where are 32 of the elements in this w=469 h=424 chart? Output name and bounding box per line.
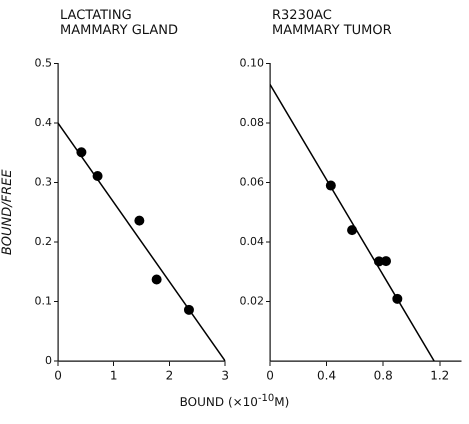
y-tick-label: 0.2 — [34, 234, 52, 248]
x-tick-label: 0.4 — [317, 368, 336, 382]
point — [392, 294, 402, 304]
x-axis-title: BOUND (×10$^{-10}$M) — [178, 393, 290, 409]
y-tick-label: 0 — [45, 354, 52, 367]
x-tick-label: 1 — [110, 368, 118, 382]
point — [134, 216, 144, 226]
y-axis-title: BOUND/FREE — [0, 168, 16, 256]
x-tick-label: 3 — [221, 368, 230, 382]
y-tick-label: 0.3 — [34, 175, 52, 188]
y-tick-label: 0.02 — [240, 294, 264, 308]
point — [76, 147, 86, 158]
x-tick-label: 0.8 — [374, 368, 393, 382]
point — [326, 180, 336, 191]
y-tick-label: 0.10 — [240, 56, 264, 70]
point — [347, 225, 358, 236]
y-tick-label: 0.5 — [34, 56, 52, 70]
y-tick-label: 0.4 — [34, 116, 52, 129]
x-tick-label: 2 — [166, 368, 174, 382]
y-tick-label: 0.08 — [240, 116, 264, 129]
x-tick-label: 0 — [54, 368, 62, 382]
point — [152, 274, 162, 285]
chart-title: LACTATING MAMMARY GLAND — [60, 8, 179, 38]
y-tick-label: 0.06 — [240, 175, 264, 188]
point — [184, 304, 194, 315]
point — [381, 256, 392, 266]
x-tick-label: 1.2 — [430, 368, 450, 382]
y-tick-label: 0.1 — [34, 294, 52, 308]
x-tick-label: 0 — [266, 368, 274, 382]
chart-title: R3230AC MAMMARY TUMOR — [272, 8, 393, 38]
point — [92, 171, 103, 182]
y-tick-label: 0.04 — [240, 234, 264, 248]
